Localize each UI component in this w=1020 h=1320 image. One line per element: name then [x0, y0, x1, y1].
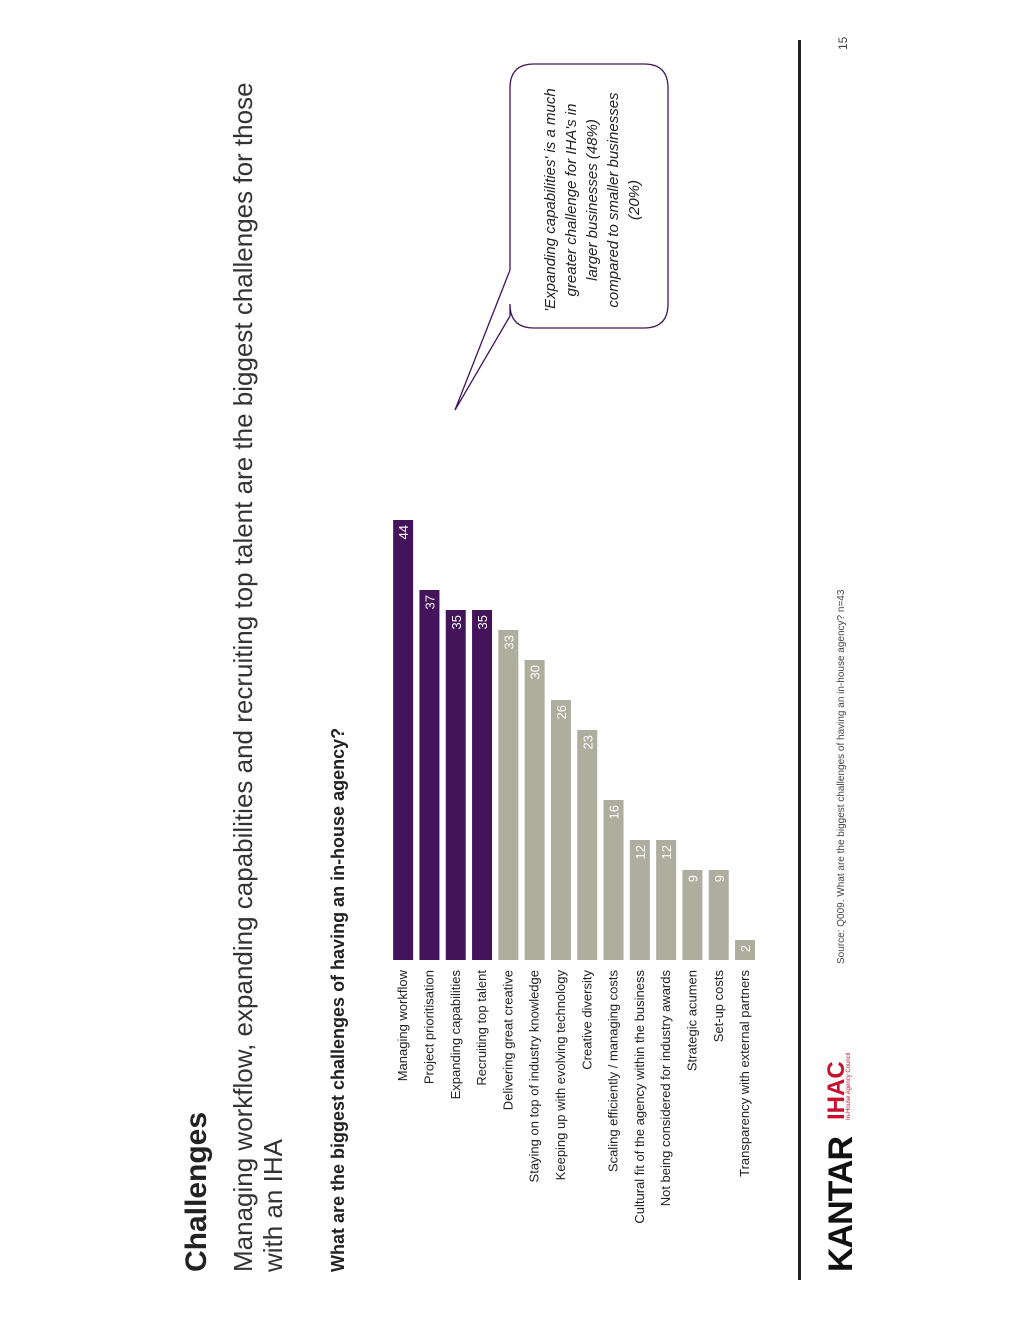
bar [524, 660, 545, 960]
iha-logo-subtitle: In-House Agency Council [846, 1052, 852, 1120]
divider [798, 40, 801, 1280]
category-label: Recruiting top talent [474, 970, 489, 1086]
value-label: 26 [554, 705, 569, 719]
bar [445, 610, 466, 960]
value-label: 44 [396, 525, 411, 539]
category-label: Transparency with external partners [737, 970, 752, 1177]
value-label: 12 [659, 845, 674, 859]
bar [656, 840, 677, 960]
bar [419, 590, 440, 960]
kantar-logo: KANTAR [822, 1136, 860, 1272]
category-label: Staying on top of industry knowledge [527, 970, 542, 1182]
bar [498, 630, 519, 960]
value-label: 33 [501, 635, 516, 649]
chart-question: What are the biggest challenges of havin… [328, 727, 348, 1272]
category-label: Keeping up with evolving technology [553, 970, 568, 1181]
value-label: 23 [580, 735, 595, 749]
bar [577, 730, 598, 960]
category-label: Project prioritisation [421, 970, 436, 1084]
bar [393, 520, 414, 960]
category-label: Creative diversity [579, 970, 594, 1070]
category-label: Delivering great creative [500, 970, 515, 1110]
category-label: Not being considered for industry awards [658, 970, 673, 1207]
bar [708, 870, 729, 960]
callout-text: 'Expanding capabilities' is a much great… [542, 88, 643, 312]
category-label: Expanding capabilities [448, 970, 463, 1100]
bar [603, 800, 624, 960]
bar [550, 700, 571, 960]
category-labels: Managing workflow Project prioritisation E… [395, 969, 752, 1223]
value-label: 9 [685, 875, 700, 882]
iha-logo-icon: IHAC [823, 1061, 850, 1120]
bar [682, 870, 703, 960]
bars [393, 520, 756, 960]
value-label: 30 [528, 665, 543, 679]
value-label: 16 [607, 805, 622, 819]
value-label: 37 [422, 595, 437, 609]
bar [629, 840, 650, 960]
category-label: Set-up costs [711, 970, 726, 1043]
value-label: 35 [449, 615, 464, 629]
value-label: 35 [475, 615, 490, 629]
category-label: Strategic acumen [684, 970, 699, 1071]
value-label: 12 [633, 845, 648, 859]
value-label: 9 [712, 875, 727, 882]
bar-chart: Managing workflow Project prioritisation E… [393, 520, 756, 1224]
bar [735, 940, 756, 960]
category-label: Managing workflow [395, 969, 410, 1081]
page-number: 15 [836, 36, 850, 50]
value-labels: 44 37 35 35 33 30 26 23 16 12 12 9 9 2 [396, 525, 753, 952]
iha-logo-text: IHAC [823, 1061, 850, 1120]
source-note: Source: Q009. What are the biggest chall… [836, 589, 847, 964]
category-label: Scaling efficiently / managing costs [606, 970, 621, 1173]
page-title: Managing workflow, expanding capabilitie… [228, 82, 288, 1272]
category-label: Cultural fit of the agency within the bu… [632, 970, 647, 1224]
value-label: 2 [738, 945, 753, 952]
bar [472, 610, 493, 960]
section-title: Challenges [180, 1111, 213, 1272]
